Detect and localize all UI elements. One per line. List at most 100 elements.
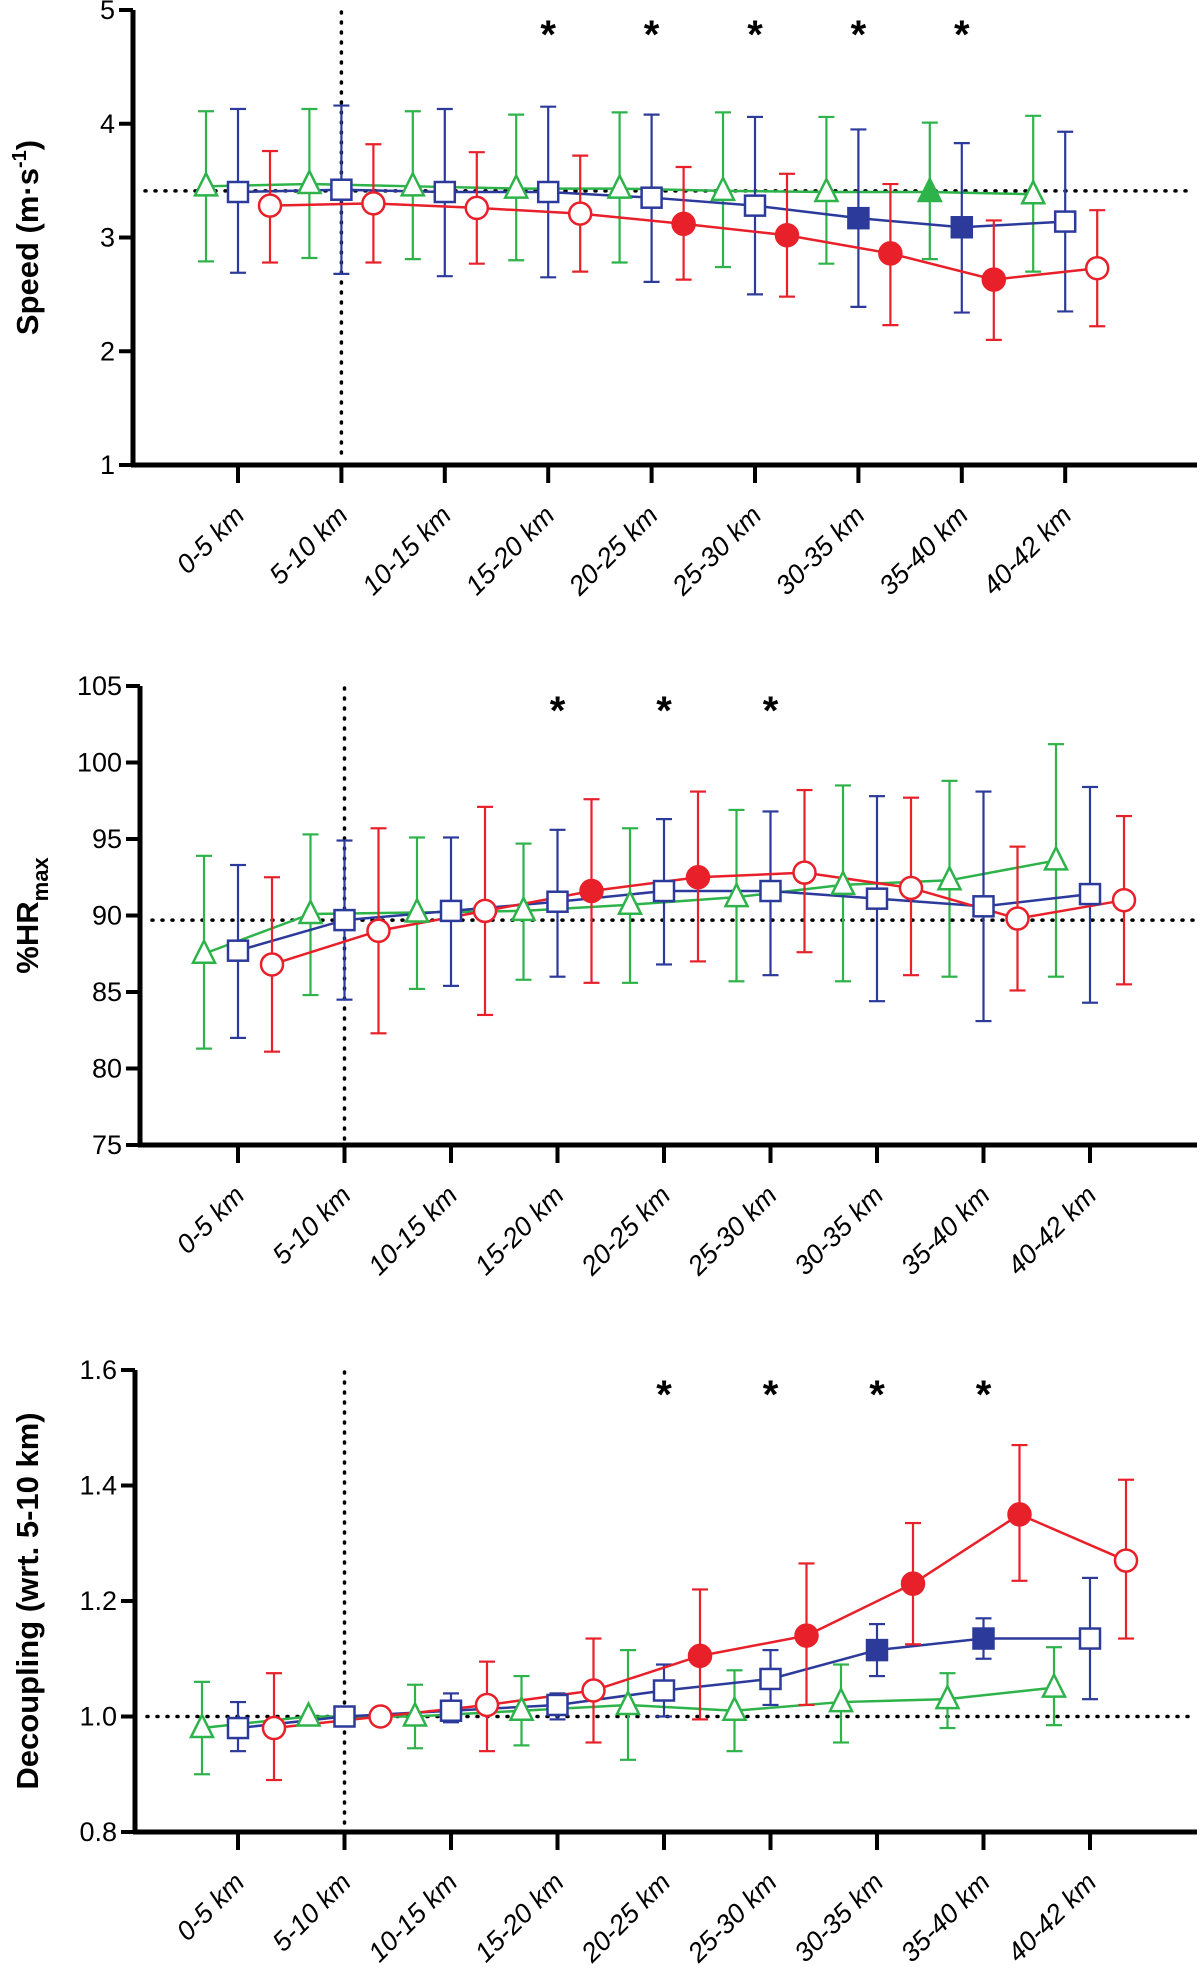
data-point-square: [950, 216, 974, 239]
data-point-square: [759, 879, 782, 903]
significance-asterisk: *: [550, 689, 566, 733]
panel-1: 1 2 3 4 5 0-5 km 5-10 km 10-15 km 15-20 km 20-25 …: [9, 0, 1197, 602]
y-tick-label: 3: [100, 223, 115, 253]
x-tick-label: 30-35 km: [788, 1867, 889, 1968]
significance-asterisk: *: [656, 1373, 672, 1417]
y-tick-label: 0.8: [79, 1817, 117, 1847]
x-tick-label: 30-35 km: [788, 1180, 889, 1281]
data-point-circle: [464, 195, 490, 221]
data-point-triangle: [709, 175, 737, 202]
data-point-triangle: [297, 898, 324, 925]
x-tick-label: 15-20 km: [469, 1180, 570, 1281]
data-point-triangle: [721, 1694, 748, 1721]
y-tick-label: 1.2: [79, 1586, 117, 1616]
data-point-triangle: [1020, 178, 1047, 205]
x-tick-label: 40-42 km: [977, 500, 1078, 601]
y-axis-label: Speed (m·s-1): [9, 140, 45, 335]
data-point-square: [640, 186, 663, 209]
x-tick-label: 10-15 km: [362, 1180, 463, 1281]
y-tick-label: 105: [77, 671, 122, 701]
data-point-circle: [1111, 887, 1137, 913]
series-red: [262, 143, 1106, 341]
data-point-circle: [259, 952, 285, 977]
data-point-triangle: [188, 1712, 216, 1739]
data-point-circle: [1084, 255, 1110, 281]
data-point-square: [865, 887, 889, 910]
data-point-circle: [687, 1643, 713, 1669]
data-point-circle: [900, 1571, 926, 1596]
markers-green: [192, 168, 1047, 205]
data-point-triangle: [916, 176, 943, 203]
data-point-square: [333, 908, 356, 932]
y-axis-label-end: ): [10, 140, 45, 150]
markers-blue: [226, 178, 1077, 239]
data-point-circle: [878, 241, 903, 266]
y-tick-label: 1: [100, 450, 115, 480]
significance-asterisk: *: [656, 689, 672, 733]
data-point-circle: [368, 1704, 393, 1729]
y-tick-label: 95: [92, 824, 122, 854]
x-tick-label: 0-5 km: [171, 1867, 251, 1947]
data-point-circle: [792, 860, 817, 885]
data-point-square: [226, 939, 250, 962]
y-axis-label-text: Speed (m·s: [10, 168, 45, 335]
x-tick-label: 20-25 km: [575, 1867, 677, 1969]
significance-asterisk: *: [851, 13, 867, 57]
markers-red: [257, 191, 1110, 292]
x-tick-label: 25-30 km: [666, 500, 768, 602]
x-tick-label: 35-40 km: [895, 1867, 996, 1968]
data-point-triangle: [813, 176, 840, 203]
data-point-triangle: [829, 869, 857, 896]
x-tick-label: 10-15 km: [356, 500, 457, 601]
data-point-square: [226, 180, 250, 204]
x-tick-label: 15-20 km: [469, 1867, 570, 1968]
data-point-square: [439, 1699, 463, 1722]
data-point-square: [546, 1693, 569, 1717]
x-tick-label: 10-15 km: [362, 1867, 463, 1968]
y-axis-label-subscript: max: [28, 857, 53, 902]
data-point-circle: [685, 865, 711, 890]
y-tick-label: 80: [92, 1054, 122, 1084]
x-tick-label: 20-25 km: [562, 500, 664, 602]
y-tick-label: 5: [100, 0, 115, 25]
data-point-square: [333, 1705, 356, 1728]
data-point-circle: [366, 918, 391, 944]
data-point-square: [1053, 210, 1077, 233]
x-tick-label: 20-25 km: [575, 1180, 677, 1282]
data-point-square: [865, 1638, 889, 1662]
data-point-triangle: [190, 937, 218, 964]
data-point-triangle: [508, 1694, 535, 1721]
x-tick-label: 5-10 km: [267, 1867, 357, 1957]
data-point-triangle: [616, 888, 644, 916]
data-point-circle: [774, 222, 800, 248]
x-tick-label: 30-35 km: [770, 500, 871, 601]
data-point-circle: [581, 1678, 606, 1703]
significance-asterisk: *: [747, 13, 763, 57]
data-point-circle: [361, 191, 386, 216]
data-point-square: [652, 879, 676, 903]
data-point-triangle: [614, 1689, 642, 1716]
data-point-square: [972, 1627, 995, 1650]
x-tick-label: 35-40 km: [873, 500, 974, 601]
series-red: [266, 1443, 1134, 1782]
data-point-circle: [981, 267, 1007, 292]
data-point-circle: [671, 211, 696, 237]
y-tick-label: 1.4: [79, 1471, 117, 1501]
data-point-triangle: [1040, 1671, 1068, 1698]
data-point-triangle: [510, 895, 537, 922]
data-point-square: [743, 194, 767, 217]
markers-red: [261, 1502, 1139, 1741]
data-point-square: [652, 1679, 676, 1702]
data-point-circle: [1005, 906, 1030, 931]
data-point-circle: [472, 898, 498, 924]
x-tick-label: 40-42 km: [1001, 1867, 1102, 1968]
significance-asterisk: *: [540, 13, 556, 57]
y-tick-label: 2: [100, 336, 115, 366]
significance-asterisk: *: [763, 1373, 779, 1417]
data-point-triangle: [296, 168, 323, 195]
data-point-triangle: [934, 1683, 961, 1710]
data-point-square: [433, 180, 457, 204]
y-axis-label-text: %HR: [10, 901, 45, 973]
data-point-triangle: [403, 896, 431, 923]
